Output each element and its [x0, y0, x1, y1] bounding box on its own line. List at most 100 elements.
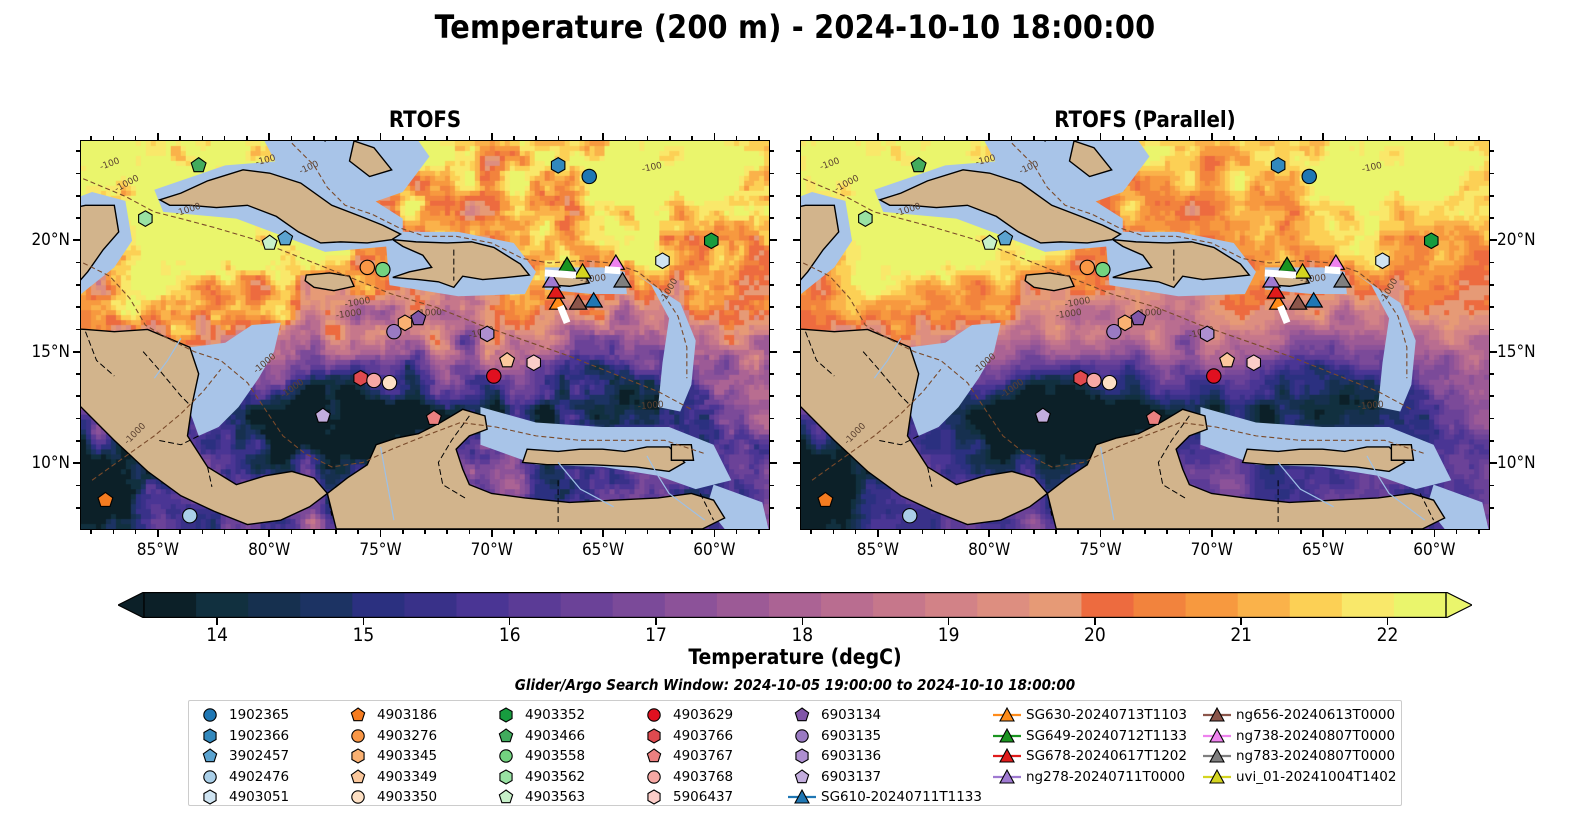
x-tick-minor — [312, 530, 315, 534]
x-tick — [988, 133, 990, 140]
legend-item[interactable]: 4903352 — [491, 705, 639, 726]
legend-item[interactable]: 6903135 — [787, 726, 992, 747]
x-tick-minor — [832, 530, 835, 534]
x-tick-minor — [1166, 530, 1169, 534]
legend-item-label: ng656-20240613T0000 — [1236, 707, 1396, 724]
glider-marker-icon — [1202, 706, 1232, 724]
y-tick-minor — [770, 484, 774, 487]
legend-item[interactable]: SG678-20240617T1202 — [992, 746, 1202, 767]
legend-item[interactable]: 4903767 — [639, 746, 787, 767]
legend-item[interactable]: 4903629 — [639, 705, 787, 726]
x-tick-minor — [513, 530, 515, 534]
svg-text:-100: -100 — [1361, 161, 1383, 175]
legend-item[interactable]: 3902457 — [195, 746, 343, 767]
svg-text:-1000: -1000 — [659, 277, 681, 305]
legend-item[interactable]: SG630-20240713T1103 — [992, 705, 1202, 726]
x-tick-minor — [179, 136, 181, 140]
x-tick-minor — [557, 136, 560, 140]
x-tick-minor — [943, 530, 946, 534]
legend-item[interactable]: SG649-20240712T1133 — [992, 726, 1202, 747]
legend-item-label: 6903134 — [821, 707, 882, 724]
y-tick-minor — [796, 506, 800, 509]
colorbar-tick — [1094, 618, 1096, 625]
legend-item[interactable]: 4903466 — [491, 726, 639, 747]
y-tick-minor — [796, 417, 800, 420]
legend-item[interactable]: ng656-20240613T0000 — [1202, 705, 1402, 726]
legend-item[interactable]: 6903134 — [787, 705, 992, 726]
legend-item[interactable]: 6903137 — [787, 767, 992, 788]
glider-marker-icon — [1202, 768, 1232, 786]
x-tick — [1099, 530, 1102, 537]
legend-item[interactable]: uvi_01-20241004T1402 — [1202, 767, 1402, 788]
legend-item[interactable]: 4903558 — [491, 746, 639, 767]
x-tick-minor — [312, 136, 315, 140]
y-tick-minor — [796, 261, 800, 264]
x-tick-minor — [966, 530, 968, 534]
legend-item[interactable]: 4902476 — [195, 767, 343, 788]
y-tick-minor — [1490, 217, 1494, 219]
colorbar[interactable] — [118, 592, 1472, 618]
argo-marker-icon — [343, 747, 373, 765]
x-tick-minor — [1166, 136, 1169, 140]
y-tick-minor — [76, 284, 80, 286]
x-tick-minor — [580, 136, 582, 140]
svg-text:-1000: -1000 — [1055, 308, 1082, 322]
map-panel-rtofs[interactable]: -1000 -1000 -1000 -1000 -1000 -1000 -1000 -1000… — [80, 140, 770, 530]
legend-item[interactable]: 4903345 — [343, 746, 491, 767]
svg-text:-1000: -1000 — [344, 296, 372, 310]
x-tick-minor — [646, 530, 649, 534]
y-tick-minor — [770, 150, 774, 152]
legend-item[interactable]: ng278-20240711T0000 — [992, 767, 1202, 788]
y-axis-label: 20°N — [1497, 230, 1536, 251]
x-axis-label: 80°W — [248, 540, 291, 560]
legend-item[interactable]: 4903349 — [343, 767, 491, 788]
x-tick-minor — [1010, 136, 1013, 140]
x-tick-minor — [401, 136, 404, 140]
legend-item[interactable]: 5906437 — [639, 787, 787, 808]
legend-item[interactable]: 6903136 — [787, 746, 992, 767]
legend-item[interactable]: 1902365 — [195, 705, 343, 726]
x-tick-minor — [1188, 530, 1191, 534]
svg-text:-1000: -1000 — [1136, 308, 1163, 319]
legend-item[interactable]: 4903186 — [343, 705, 491, 726]
x-tick-minor — [357, 530, 360, 534]
legend-item[interactable]: SG610-20240711T1133 — [787, 787, 992, 808]
legend-item[interactable]: 4903563 — [491, 787, 639, 808]
x-tick-minor — [1411, 136, 1413, 140]
legend-item[interactable]: 1902366 — [195, 726, 343, 747]
x-tick-minor — [357, 136, 360, 140]
y-tick-minor — [796, 217, 800, 219]
legend-item[interactable]: ng783-20240807T0000 — [1202, 746, 1402, 767]
y-tick-minor — [796, 150, 800, 152]
panel-title-rtofs-parallel: RTOFS (Parallel) — [1054, 108, 1236, 133]
legend[interactable]: 1902365 1902366 3902457 4902476 4903051 49031… — [188, 700, 1402, 806]
y-tick-minor — [1490, 150, 1494, 152]
legend-item[interactable]: 4903562 — [491, 767, 639, 788]
y-tick — [793, 239, 800, 242]
x-tick-minor — [899, 530, 901, 534]
x-tick-minor — [446, 136, 449, 140]
legend-item[interactable]: ng738-20240807T0000 — [1202, 726, 1402, 747]
legend-item[interactable]: 4903768 — [639, 767, 787, 788]
y-axis-label: 10°N — [31, 453, 70, 474]
legend-item[interactable]: 4903766 — [639, 726, 787, 747]
legend-item[interactable]: 4903051 — [195, 787, 343, 808]
colorbar-tick-label: 16 — [498, 624, 521, 646]
x-tick-minor — [468, 136, 471, 140]
map-panel-rtofs-parallel[interactable]: -1000 -1000 -1000 -1000 -1000 -1000 -1000 -1000… — [800, 140, 1490, 530]
argo-marker-icon — [195, 788, 225, 806]
argo-marker-icon — [491, 727, 521, 745]
colorbar-tick — [801, 618, 803, 625]
x-tick-minor — [810, 136, 812, 140]
x-tick-minor — [1144, 530, 1146, 534]
svg-text:-100: -100 — [641, 161, 663, 175]
y-tick — [1490, 239, 1497, 242]
svg-text:-1000: -1000 — [335, 308, 362, 322]
y-tick-minor — [76, 306, 80, 308]
x-tick-minor — [943, 136, 946, 140]
argo-marker-icon — [639, 747, 669, 765]
x-tick — [877, 530, 879, 537]
legend-item[interactable]: 4903350 — [343, 787, 491, 808]
y-tick-minor — [76, 217, 80, 219]
legend-item[interactable]: 4903276 — [343, 726, 491, 747]
